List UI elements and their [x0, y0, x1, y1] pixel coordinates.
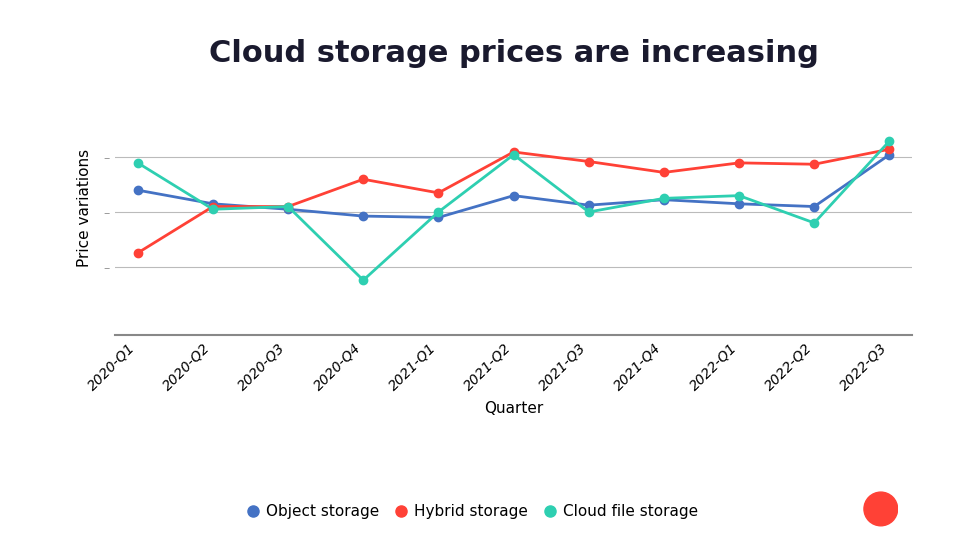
Text: G: G	[874, 500, 888, 518]
Title: Cloud storage prices are increasing: Cloud storage prices are increasing	[208, 38, 819, 68]
Circle shape	[864, 492, 898, 526]
Legend: Object storage, Hybrid storage, Cloud file storage: Object storage, Hybrid storage, Cloud fi…	[243, 498, 705, 525]
Y-axis label: Price variations: Price variations	[78, 149, 92, 267]
X-axis label: Quarter: Quarter	[484, 401, 543, 416]
